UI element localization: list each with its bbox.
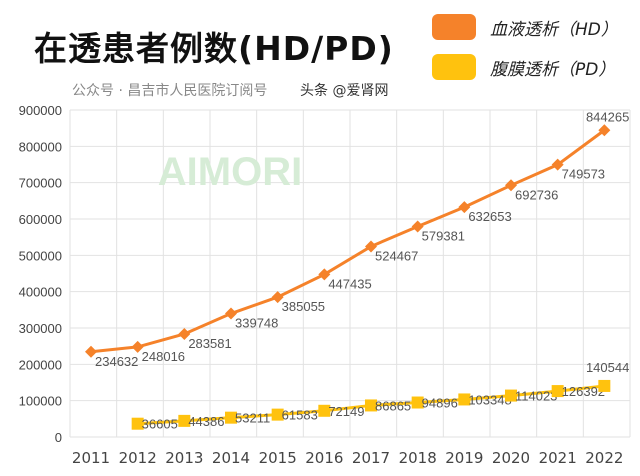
x-tick-label: 2021 (539, 449, 577, 467)
data-point (365, 399, 377, 412)
data-label: 844265 (586, 109, 629, 124)
legend-swatch-hd (432, 14, 476, 40)
data-label: 692736 (515, 187, 558, 202)
data-label: 283581 (188, 336, 231, 351)
x-tick-label: 2017 (352, 449, 390, 467)
x-tick-label: 2016 (305, 449, 343, 467)
data-point (505, 179, 517, 192)
data-label: 632653 (468, 209, 511, 224)
y-tick-label: 800000 (19, 139, 62, 154)
data-point (411, 220, 424, 233)
data-point (458, 393, 471, 406)
data-label: 72149 (328, 404, 364, 419)
data-point (505, 389, 517, 402)
data-point (131, 340, 144, 353)
y-tick-label: 300000 (19, 321, 62, 336)
data-label: 61583 (282, 408, 318, 423)
data-label: 385055 (282, 299, 325, 314)
data-label: 86865 (375, 398, 411, 413)
legend-item-pd: 腹膜透析（PD） (432, 54, 615, 80)
watermark-wechat: 公众号 · 昌吉市人民医院订阅号 (72, 83, 268, 99)
data-label: 339748 (235, 316, 278, 331)
y-tick-label: 900000 (19, 103, 62, 118)
data-label: 94896 (422, 396, 458, 411)
data-label: 579381 (422, 228, 465, 243)
data-label: 114023 (515, 389, 557, 404)
data-point (318, 404, 331, 417)
data-point (131, 417, 144, 430)
data-point (458, 201, 471, 214)
legend-item-hd: 血液透析（HD） (432, 14, 618, 40)
watermark-toutiao: 头条 @爱肾网 (300, 83, 389, 99)
data-label: 44386 (188, 414, 224, 429)
data-label: 103348 (468, 392, 511, 407)
data-point (598, 124, 611, 137)
y-tick-label: 600000 (19, 212, 62, 227)
data-point (271, 408, 284, 421)
data-label: 234632 (95, 354, 138, 369)
x-tick-label: 2013 (165, 449, 203, 467)
x-tick-label: 2012 (119, 449, 157, 467)
data-point (271, 291, 284, 304)
data-point (85, 345, 97, 358)
legend-label-hd: 血液透析（HD） (490, 19, 618, 40)
data-point (551, 385, 564, 398)
data-label: 248016 (142, 349, 185, 364)
series-line-0 (90, 129, 606, 354)
data-point (318, 268, 331, 281)
data-label: 524467 (375, 248, 418, 263)
x-tick-label: 2018 (399, 449, 437, 467)
watermark-logo: AIMORI (158, 150, 302, 194)
y-tick-label: 100000 (19, 394, 62, 409)
data-label: 53211 (235, 411, 270, 426)
x-tick-label: 2019 (445, 449, 483, 467)
data-point (178, 327, 191, 340)
data-label: 140544 (586, 360, 629, 375)
y-tick-label: 500000 (19, 248, 62, 263)
data-point (178, 414, 191, 427)
x-tick-label: 2014 (212, 449, 250, 467)
data-point (225, 307, 237, 320)
x-tick-label: 2022 (585, 449, 623, 467)
y-tick-label: 400000 (19, 285, 62, 300)
data-label: 126392 (562, 384, 605, 399)
data-label: 36605 (142, 417, 178, 432)
chart-title: 在透患者例数(HD/PD) (34, 29, 394, 68)
legend-label-pd: 腹膜透析（PD） (490, 59, 616, 80)
data-point (598, 379, 611, 392)
y-tick-label: 200000 (19, 357, 62, 372)
x-tick-label: 2015 (259, 449, 297, 467)
x-tick-label: 2020 (492, 449, 530, 467)
x-tick-label: 2011 (72, 449, 110, 467)
data-point (365, 240, 377, 253)
legend-swatch-pd (432, 54, 476, 80)
data-label: 447435 (328, 276, 371, 291)
y-tick-label: 0 (55, 430, 62, 445)
data-point (551, 158, 564, 171)
data-point (225, 411, 237, 424)
data-point (411, 396, 424, 409)
y-tick-label: 700000 (19, 176, 62, 191)
data-label: 749573 (562, 167, 605, 182)
